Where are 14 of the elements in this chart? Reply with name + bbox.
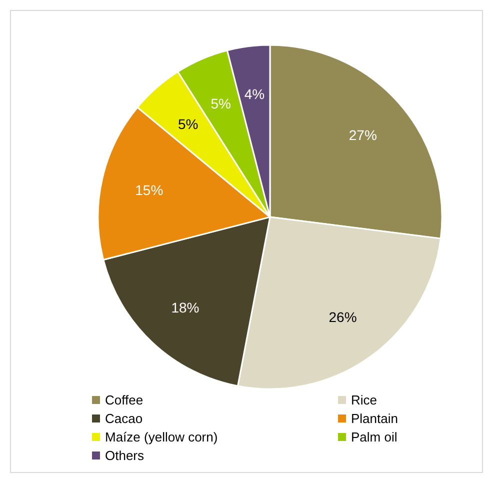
data-label: 15% <box>135 182 164 198</box>
legend-label: Coffee <box>105 392 144 408</box>
legend-label: Others <box>105 448 145 463</box>
legend-label: Cacao <box>105 411 143 426</box>
data-label: 5% <box>210 95 231 112</box>
legend-label: Palm oil <box>351 430 398 444</box>
legend-label: Maíze (yellow corn) <box>105 430 218 444</box>
data-label: 26% <box>328 309 357 326</box>
data-label: 27% <box>348 127 377 144</box>
data-label: 18% <box>171 299 200 316</box>
legend-label: Rice <box>351 392 378 408</box>
legend-label: Plantain <box>351 411 398 426</box>
data-label: 4% <box>244 86 265 102</box>
data-label: 5% <box>178 116 198 132</box>
